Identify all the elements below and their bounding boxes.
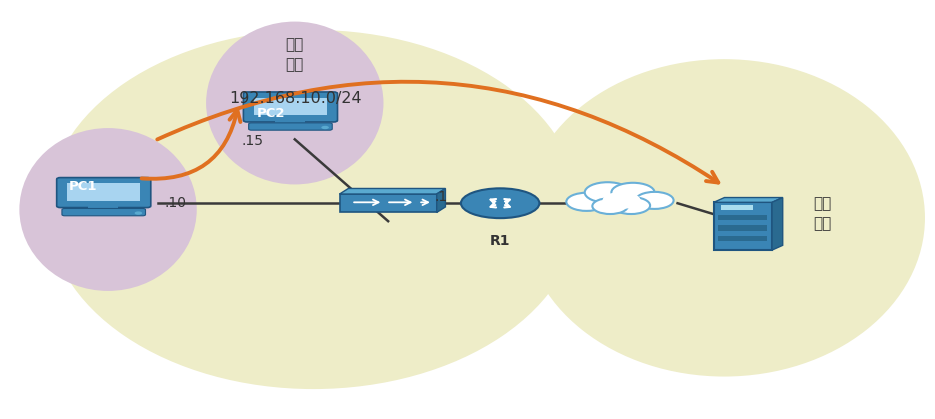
FancyBboxPatch shape <box>62 209 146 216</box>
Text: .1: .1 <box>435 190 448 204</box>
Text: R1: R1 <box>490 234 511 248</box>
Circle shape <box>611 183 654 202</box>
FancyBboxPatch shape <box>88 204 119 211</box>
Text: PC1: PC1 <box>68 180 97 193</box>
FancyBboxPatch shape <box>67 183 140 201</box>
Ellipse shape <box>461 188 539 218</box>
FancyBboxPatch shape <box>718 215 768 220</box>
FancyBboxPatch shape <box>339 194 437 212</box>
Text: 192.168.10.0/24: 192.168.10.0/24 <box>229 91 362 106</box>
Circle shape <box>584 182 630 203</box>
Ellipse shape <box>20 128 196 291</box>
Polygon shape <box>437 189 445 212</box>
FancyBboxPatch shape <box>254 98 327 115</box>
Polygon shape <box>713 197 783 202</box>
Ellipse shape <box>524 59 925 377</box>
Ellipse shape <box>48 30 580 389</box>
Circle shape <box>636 192 673 209</box>
Circle shape <box>593 198 628 214</box>
Circle shape <box>135 212 142 215</box>
Ellipse shape <box>206 21 383 184</box>
Text: PC2: PC2 <box>257 107 286 120</box>
FancyBboxPatch shape <box>275 119 305 125</box>
Polygon shape <box>772 197 783 250</box>
FancyBboxPatch shape <box>718 236 768 241</box>
FancyBboxPatch shape <box>713 202 772 250</box>
Circle shape <box>322 126 329 129</box>
Text: 本地
主机: 本地 主机 <box>286 38 304 72</box>
Circle shape <box>602 192 640 209</box>
Circle shape <box>612 197 650 214</box>
Text: .10: .10 <box>164 196 186 210</box>
Polygon shape <box>339 189 445 194</box>
Circle shape <box>567 193 607 211</box>
Text: 远程
主机: 远程 主机 <box>813 196 831 231</box>
FancyBboxPatch shape <box>718 225 768 231</box>
FancyBboxPatch shape <box>249 123 332 130</box>
FancyBboxPatch shape <box>243 92 338 122</box>
FancyBboxPatch shape <box>721 205 753 210</box>
FancyBboxPatch shape <box>57 178 151 207</box>
Text: .15: .15 <box>241 134 264 147</box>
